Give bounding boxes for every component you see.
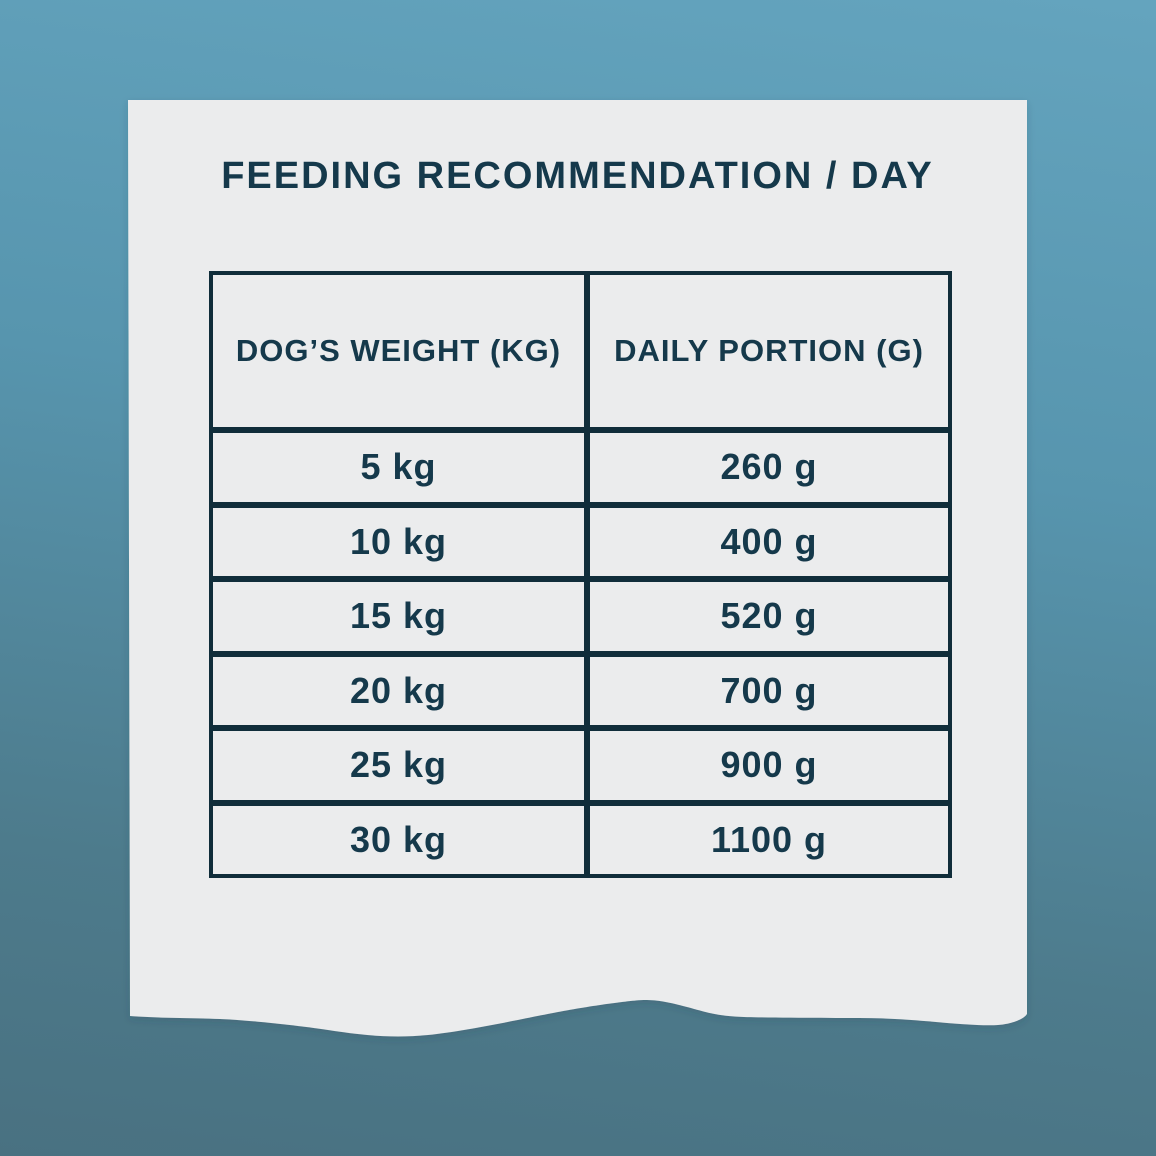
portion-cell: 1100 g <box>590 805 948 874</box>
weight-cell: 25 kg <box>213 731 584 800</box>
portion-cell: 400 g <box>590 507 948 576</box>
table-header-portion: DAILY PORTION (G) <box>590 275 948 427</box>
weight-cell: 30 kg <box>213 805 584 874</box>
portion-cell: 520 g <box>590 582 948 651</box>
table-header-weight: DOG’S WEIGHT (KG) <box>213 275 584 427</box>
portion-cell: 700 g <box>590 656 948 725</box>
weight-cell: 15 kg <box>213 582 584 651</box>
page-title: FEEDING RECOMMENDATION / DAY <box>221 155 934 197</box>
weight-cell: 20 kg <box>213 656 584 725</box>
weight-cell: 5 kg <box>213 433 584 502</box>
weight-cell: 10 kg <box>213 507 584 576</box>
portion-cell: 260 g <box>590 433 948 502</box>
feeding-table: DOG’S WEIGHT (KG) DAILY PORTION (G) 5 kg… <box>209 271 952 878</box>
portion-cell: 900 g <box>590 731 948 800</box>
